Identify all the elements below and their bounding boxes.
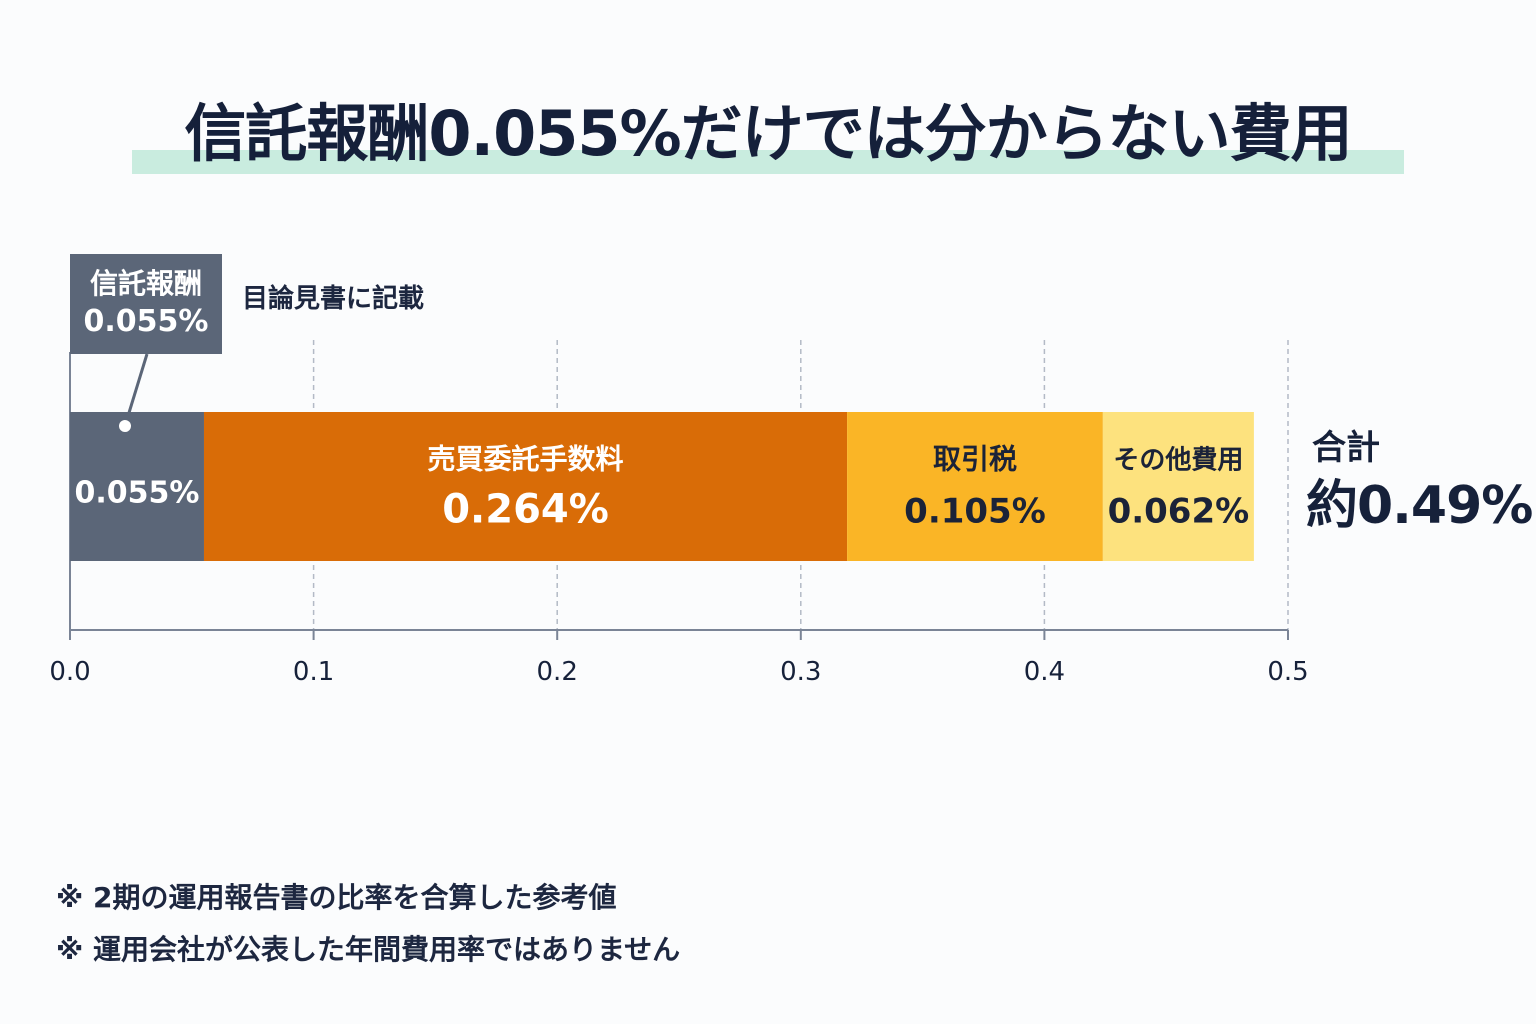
bar-segment (203, 412, 848, 561)
bar-segment-name: その他費用 (1113, 446, 1243, 476)
bar-segment-value: 0.105% (904, 492, 1046, 532)
total-block: 合計 約0.49% (1306, 424, 1533, 540)
callout-title: 信託報酬 (89, 267, 202, 300)
chart-title: 信託報酬0.055%だけでは分からない費用 (184, 97, 1352, 170)
total-label: 合計 (1312, 428, 1380, 468)
x-tick-label: 0.0 (49, 657, 90, 687)
callout-leader-line (126, 353, 149, 417)
title-block: 信託報酬0.055%だけでは分からない費用 (132, 88, 1404, 188)
bar-segment-value: 0.264% (442, 487, 609, 533)
bar-segment-name: 売買委託手数料 (428, 443, 624, 476)
bar-segment (70, 412, 204, 561)
bar-segment (847, 412, 1103, 561)
bar-segment (1102, 412, 1254, 561)
footnotes: ※ 2期の運用報告書の比率を合算した参考値 ※ 運用会社が公表した年間費用率では… (56, 872, 680, 976)
x-tick-label: 0.1 (293, 657, 334, 687)
x-tick-label: 0.4 (1024, 657, 1065, 687)
bar-segment-value: 0.062% (1108, 492, 1250, 532)
bar-segment-value: 0.055% (75, 476, 200, 511)
callout-value: 0.055% (83, 304, 209, 339)
x-tick-label: 0.5 (1267, 657, 1308, 687)
x-tick-label: 0.3 (780, 657, 821, 687)
footnote-1: ※ 2期の運用報告書の比率を合算した参考値 (56, 881, 617, 914)
title-highlight (132, 150, 1404, 174)
callout-leader-dot (119, 420, 131, 432)
callout-note: 目論見書に記載 (242, 284, 425, 314)
x-tick-label: 0.2 (537, 657, 578, 687)
expense-ratio-callout: 信託報酬 0.055% (70, 254, 222, 354)
total-value: 約0.49% (1306, 476, 1533, 536)
bar-segment-name: 取引税 (933, 443, 1017, 476)
footnote-2: ※ 運用会社が公表した年間費用率ではありません (56, 933, 681, 966)
